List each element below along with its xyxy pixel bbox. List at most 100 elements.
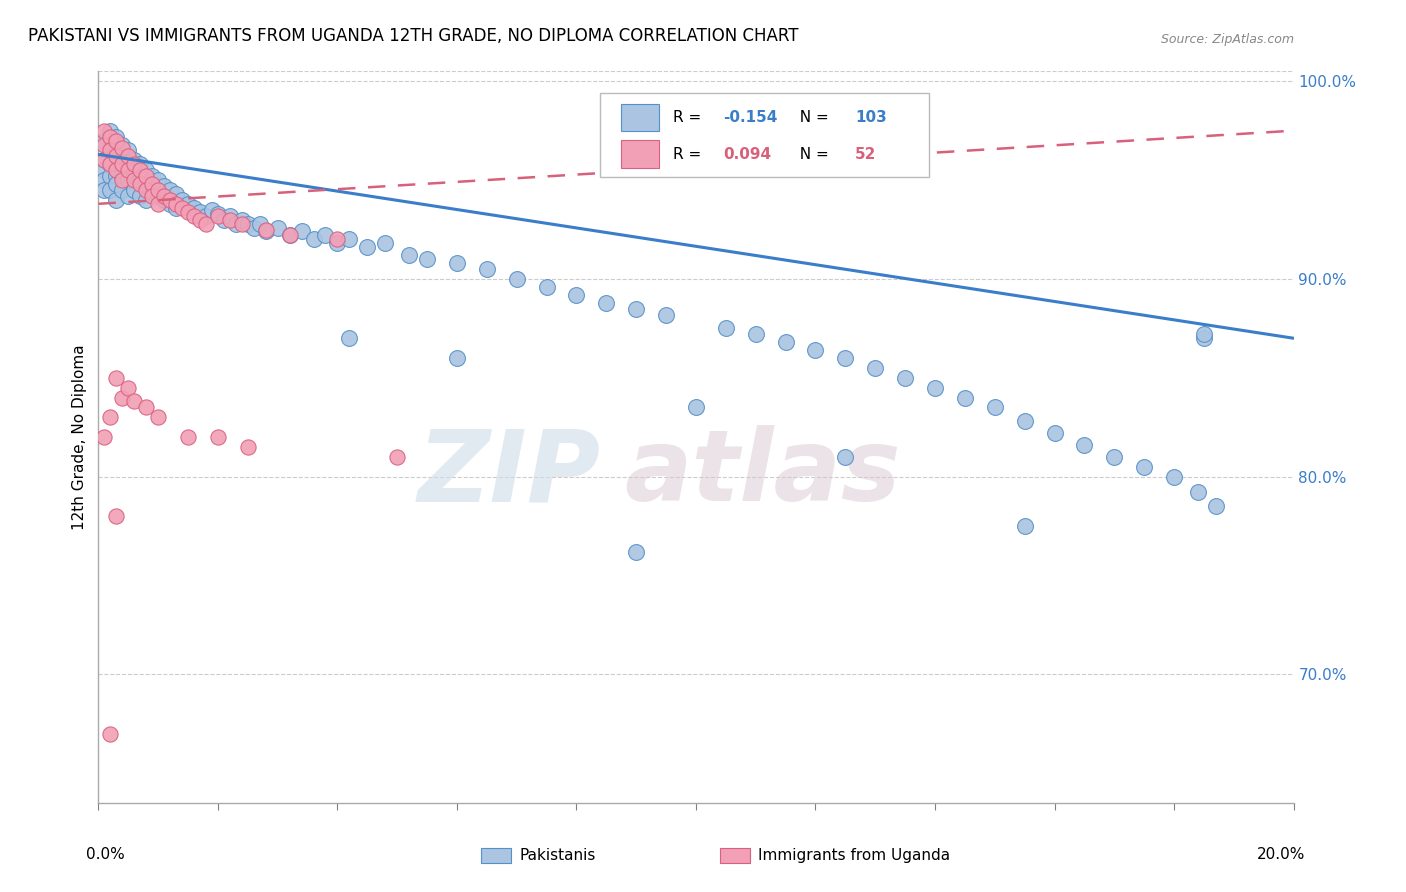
Point	[124, 169, 146, 183]
Point	[159, 183, 181, 197]
Point	[111, 141, 134, 155]
Point	[105, 193, 128, 207]
Point	[278, 228, 301, 243]
Text: PAKISTANI VS IMMIGRANTS FROM UGANDA 12TH GRADE, NO DIPLOMA CORRELATION CHART: PAKISTANI VS IMMIGRANTS FROM UGANDA 12TH…	[28, 27, 799, 45]
Point	[98, 157, 122, 171]
Point	[984, 401, 1007, 415]
Point	[201, 202, 224, 217]
Point	[446, 256, 468, 270]
Point	[183, 209, 205, 223]
Point	[254, 222, 277, 236]
Point	[93, 183, 115, 197]
Point	[834, 450, 856, 464]
Text: Source: ZipAtlas.com: Source: ZipAtlas.com	[1160, 33, 1294, 45]
Point	[236, 217, 259, 231]
Point	[124, 157, 146, 171]
Point	[111, 169, 134, 183]
Point	[207, 207, 229, 221]
Text: 52: 52	[855, 146, 876, 161]
Point	[775, 335, 797, 350]
Point	[117, 157, 139, 171]
Point	[93, 137, 115, 152]
Point	[148, 410, 170, 425]
Point	[153, 189, 176, 203]
Point	[98, 144, 122, 158]
Point	[105, 509, 128, 524]
Point	[207, 430, 229, 444]
Point	[124, 153, 146, 168]
Point	[1014, 414, 1036, 428]
Point	[1187, 485, 1209, 500]
Point	[172, 193, 194, 207]
Point	[339, 232, 361, 246]
Point	[195, 217, 218, 231]
Point	[565, 287, 588, 301]
Point	[924, 381, 946, 395]
Bar	[620, 140, 659, 168]
Point	[105, 177, 128, 191]
Point	[111, 153, 134, 168]
Point	[129, 173, 152, 187]
Point	[148, 173, 170, 187]
Text: ZIP: ZIP	[418, 425, 600, 522]
FancyBboxPatch shape	[600, 94, 929, 178]
Point	[595, 295, 617, 310]
Point	[129, 177, 152, 191]
Point	[315, 228, 337, 243]
Point	[148, 196, 170, 211]
Point	[326, 232, 349, 246]
Point	[446, 351, 468, 365]
Point	[1043, 426, 1066, 441]
Point	[243, 220, 266, 235]
Point	[219, 212, 242, 227]
Point	[1133, 459, 1156, 474]
Point	[117, 189, 139, 203]
Point	[183, 201, 205, 215]
Point	[135, 401, 157, 415]
Point	[172, 201, 194, 215]
Point	[117, 163, 139, 178]
Point	[626, 545, 648, 559]
Point	[141, 185, 163, 199]
Point	[148, 183, 170, 197]
Text: Pakistanis: Pakistanis	[519, 848, 596, 863]
Point	[291, 225, 314, 239]
Point	[111, 391, 134, 405]
Text: 103: 103	[855, 110, 887, 125]
Point	[135, 193, 157, 207]
Point	[655, 308, 678, 322]
Text: 0.0%: 0.0%	[87, 847, 125, 862]
Point	[1163, 469, 1185, 483]
Point	[93, 163, 115, 178]
Point	[117, 149, 139, 163]
Bar	[720, 848, 749, 863]
Point	[105, 144, 128, 158]
Point	[536, 280, 558, 294]
Point	[111, 183, 134, 197]
Point	[385, 450, 409, 464]
Point	[93, 153, 115, 168]
Bar	[620, 103, 659, 131]
Point	[93, 134, 115, 148]
Point	[117, 381, 139, 395]
Point	[894, 371, 917, 385]
Point	[165, 196, 187, 211]
Point	[506, 272, 529, 286]
Point	[135, 177, 157, 191]
Bar	[481, 848, 510, 863]
Point	[124, 183, 146, 197]
Point	[165, 201, 187, 215]
Point	[804, 343, 827, 357]
Text: 0.094: 0.094	[724, 146, 772, 161]
Point	[249, 217, 271, 231]
Point	[339, 331, 361, 345]
Text: R =: R =	[673, 110, 706, 125]
Point	[1192, 331, 1215, 345]
Point	[475, 262, 498, 277]
Point	[225, 217, 247, 231]
Text: N =: N =	[790, 110, 834, 125]
Point	[124, 394, 146, 409]
Y-axis label: 12th Grade, No Diploma: 12th Grade, No Diploma	[72, 344, 87, 530]
Point	[685, 401, 707, 415]
Text: 20.0%: 20.0%	[1257, 847, 1306, 862]
